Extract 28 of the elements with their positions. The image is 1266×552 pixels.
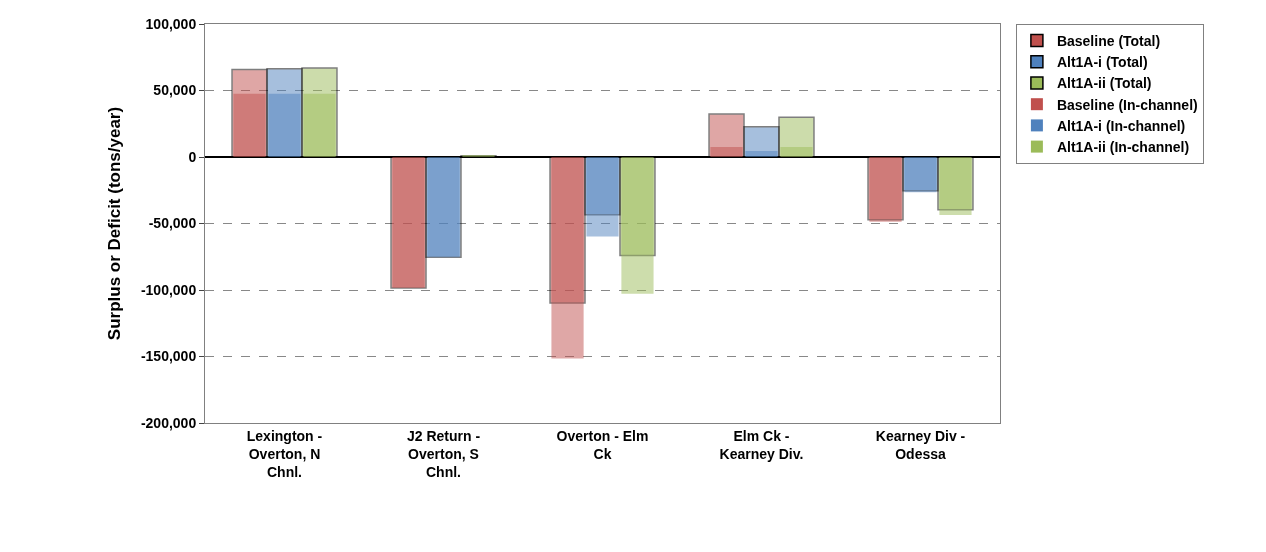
x-tick-label: Kearney Div - Odessa bbox=[875, 427, 966, 462]
x-tick-label: Lexington - Overton, N Chnl. bbox=[246, 427, 323, 481]
bar bbox=[268, 93, 301, 157]
y-tick-label: 100,000 bbox=[145, 15, 197, 32]
x-tick-label: Elm Ck - Kearney Div. bbox=[719, 427, 804, 462]
bar bbox=[551, 157, 584, 359]
bar bbox=[621, 157, 654, 294]
y-tick-label: -200,000 bbox=[140, 414, 197, 431]
legend-label: Alt1A-i (Total) bbox=[1056, 54, 1148, 71]
x-tick-label: J2 Return - Overton, S Chnl. bbox=[406, 427, 481, 481]
y-tick-label: 50,000 bbox=[153, 82, 197, 99]
legend-label: Alt1A-ii (In-channel) bbox=[1056, 139, 1190, 156]
bar bbox=[710, 146, 743, 157]
legend-label: Alt1A-ii (Total) bbox=[1056, 75, 1152, 92]
y-tick-label: -100,000 bbox=[140, 281, 197, 298]
y-axis-title: Surplus or Deficit (tons/year) bbox=[105, 106, 125, 341]
bar bbox=[233, 93, 266, 157]
bar bbox=[303, 93, 336, 157]
bar bbox=[586, 157, 619, 237]
legend-label: Alt1A-i (In-channel) bbox=[1056, 117, 1186, 134]
bar bbox=[745, 151, 778, 157]
y-tick-label: -50,000 bbox=[148, 215, 197, 232]
legend-label: Baseline (In-channel) bbox=[1056, 96, 1198, 113]
y-tick-label: 0 bbox=[188, 148, 197, 165]
bar bbox=[780, 146, 813, 157]
legend-label: Baseline (Total) bbox=[1056, 33, 1161, 50]
y-tick-label: -150,000 bbox=[140, 348, 197, 365]
x-tick-label: Overton - Elm Ck bbox=[556, 427, 649, 462]
